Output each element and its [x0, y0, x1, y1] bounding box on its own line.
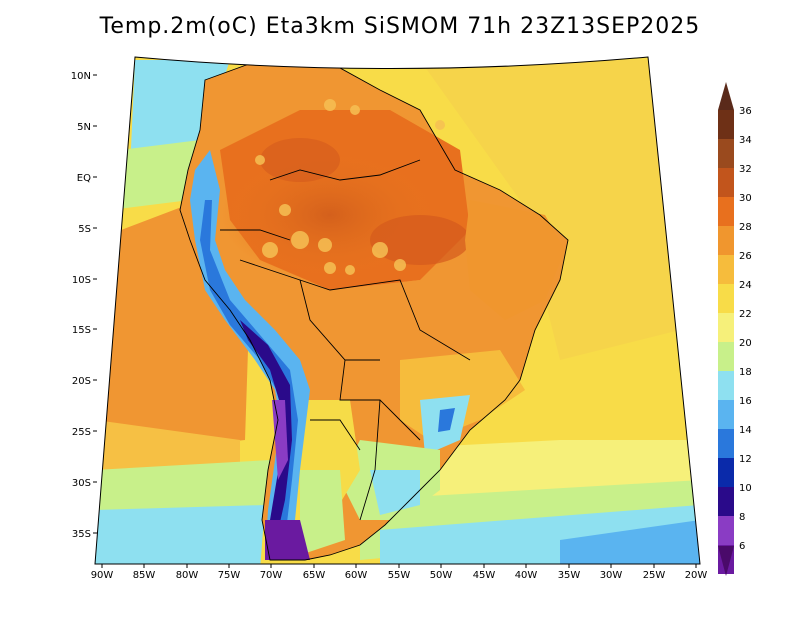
- northeast-brazil: [465, 200, 565, 320]
- lat-label: 35S: [72, 529, 91, 540]
- colorbar-swatch: [718, 110, 734, 139]
- temperature-field: [95, 57, 700, 564]
- altiplano-cold: [272, 400, 288, 480]
- lon-label: 40W: [515, 570, 538, 581]
- lon-label: 70W: [260, 570, 283, 581]
- colorbar-label: 34: [739, 135, 752, 146]
- colorbar-labels: 36 34 32 30 28 26 24 22 20 18 16 14 12 10 8 6: [739, 106, 752, 552]
- south-brazil-cool: [370, 470, 420, 515]
- colorbar-swatch: [718, 168, 734, 197]
- lon-label: 55W: [388, 570, 411, 581]
- colorbar-swatch: [718, 371, 734, 400]
- colorbar-label: 20: [739, 338, 752, 349]
- lat-label: 15S: [72, 325, 91, 336]
- colorbar-swatch: [718, 284, 734, 313]
- para-hot-spot: [370, 215, 470, 265]
- colorbar-swatch: [718, 197, 734, 226]
- colorbar-swatch: [718, 400, 734, 429]
- colorbar-label: 28: [739, 222, 752, 233]
- colorbar-swatch: [718, 313, 734, 342]
- colorbar-label: 36: [739, 106, 752, 117]
- latitude-axis: 10N 5N EQ 5S 10S 15S 20S 25S 30S 35S: [71, 71, 97, 540]
- colorbar-swatch: [718, 487, 734, 516]
- lat-label: 30S: [72, 478, 91, 489]
- colorbar-label: 30: [739, 193, 752, 204]
- colorbar-swatch: [718, 139, 734, 168]
- lat-label: 10S: [72, 275, 91, 286]
- central-west-region: [330, 280, 480, 380]
- colorbar-swatch: [718, 516, 734, 545]
- colorbar-swatch: [718, 429, 734, 458]
- lat-label: 5N: [77, 122, 91, 133]
- colorbar-swatch: [718, 226, 734, 255]
- lat-label: 5S: [78, 224, 91, 235]
- colorbar-top-arrow: [718, 82, 734, 110]
- colorbar-label: 26: [739, 251, 752, 262]
- colorbar-label: 14: [739, 425, 752, 436]
- longitude-axis: 90W 85W 80W 75W 70W 65W 60W 55W 50W 45W …: [91, 564, 708, 581]
- eastern-pacific-mild: [110, 140, 200, 210]
- map-title: Temp.2m(oC) Eta3km SiSMOM 71h 23Z13SEP20…: [99, 14, 701, 39]
- colorbar-label: 22: [739, 309, 752, 320]
- colorbar-label: 8: [739, 512, 745, 523]
- andes-cold-band: [200, 200, 298, 555]
- colorbar-label: 18: [739, 367, 752, 378]
- atlantic-band: [420, 60, 680, 360]
- lon-label: 60W: [345, 570, 368, 581]
- northern-hot-spot: [260, 138, 340, 182]
- southern-pacific-cool: [95, 460, 270, 520]
- serra-cold: [438, 408, 455, 432]
- colorbar-swatches: [718, 110, 734, 574]
- colorbar-label: 16: [739, 396, 752, 407]
- colorbar-swatch: [718, 342, 734, 371]
- lon-label: 30W: [600, 570, 623, 581]
- colorbar: 36 34 32 30 28 26 24 22 20 18 16 14 12 10 8 6: [718, 82, 752, 576]
- country-borders: [179, 59, 569, 561]
- southern-atlantic-coldest: [560, 520, 700, 564]
- colorbar-label: 24: [739, 280, 752, 291]
- patagonia-cold: [265, 520, 310, 560]
- colorbar-label: 32: [739, 164, 752, 175]
- colorbar-label: 12: [739, 454, 752, 465]
- lon-label: 45W: [473, 570, 496, 581]
- lat-label: 25S: [72, 427, 91, 438]
- map-frame: [94, 56, 701, 565]
- lat-label: EQ: [77, 173, 91, 184]
- lon-label: 20W: [685, 570, 708, 581]
- colorbar-label: 6: [739, 541, 745, 552]
- lon-label: 75W: [218, 570, 241, 581]
- lon-label: 85W: [133, 570, 156, 581]
- lat-label: 10N: [71, 71, 91, 82]
- southern-pacific-cold: [95, 505, 265, 564]
- colorbar-bottom-arrow: [718, 546, 734, 576]
- lon-label: 35W: [558, 570, 581, 581]
- lat-label: 20S: [72, 376, 91, 387]
- lon-label: 90W: [91, 570, 114, 581]
- colorbar-swatch: [718, 458, 734, 487]
- colorbar-swatch: [718, 255, 734, 284]
- lon-label: 65W: [303, 570, 326, 581]
- cloud-spots: [255, 99, 445, 275]
- argentina-pampas: [300, 470, 345, 555]
- andes-coldest: [240, 320, 292, 545]
- colorbar-label: 10: [739, 483, 752, 494]
- lon-label: 25W: [643, 570, 666, 581]
- lon-label: 50W: [430, 570, 453, 581]
- lon-label: 80W: [176, 570, 199, 581]
